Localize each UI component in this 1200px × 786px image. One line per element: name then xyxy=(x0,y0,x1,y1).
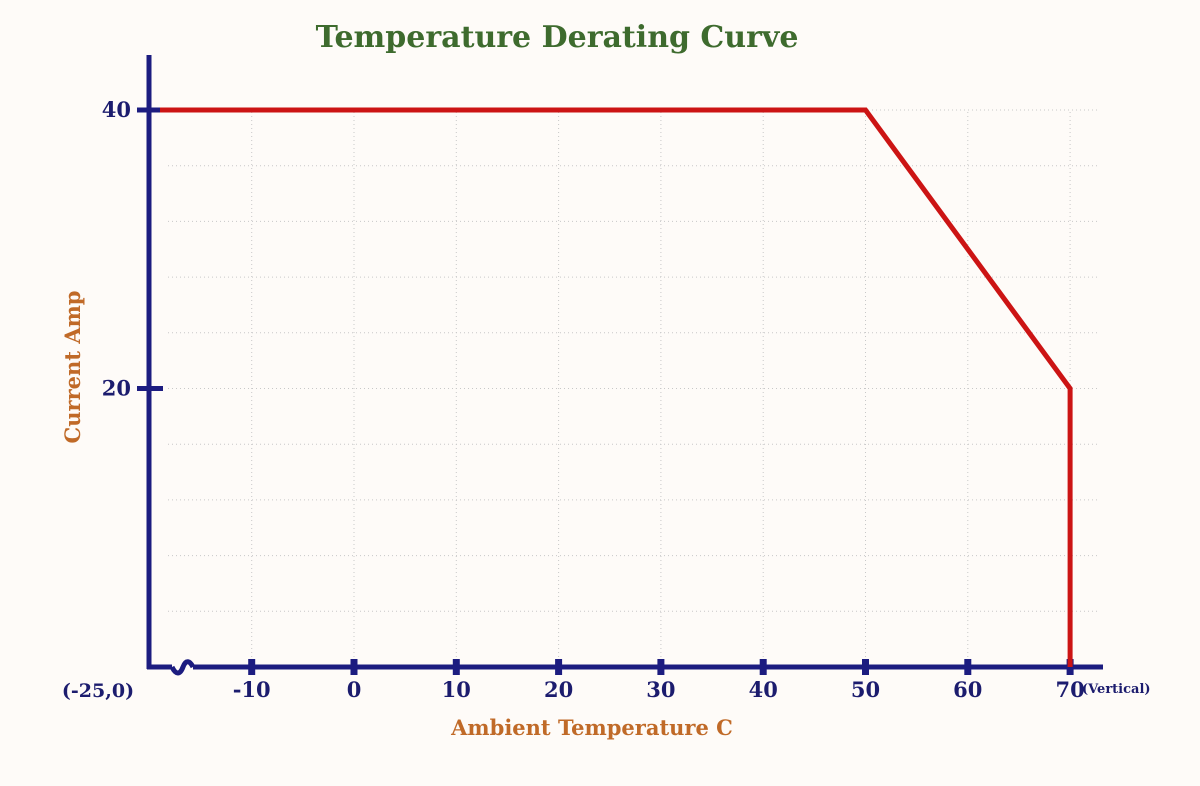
x-tick-label: 20 xyxy=(544,677,573,702)
grid xyxy=(168,109,1100,663)
x-tick-label: -10 xyxy=(233,677,271,702)
y-tick-label: 20 xyxy=(102,376,131,401)
x-tick-labels: -10 0 10 20 30 40 50 60 70 xyxy=(233,677,1085,702)
x-tick-label: 70 xyxy=(1055,677,1084,702)
y-tick-label: 40 xyxy=(102,97,131,122)
x-axis-break xyxy=(169,659,196,676)
x-tick-label: 60 xyxy=(953,677,982,702)
origin-label: (-25,0) xyxy=(62,680,134,702)
y-axis-label: Current Amp xyxy=(60,291,85,444)
chart-title: Temperature Derating Curve xyxy=(316,20,799,55)
x-tick-marks xyxy=(248,659,1074,675)
y-tick-marks xyxy=(137,107,163,391)
x-tick-label: 0 xyxy=(347,677,362,702)
x-tick-label: 40 xyxy=(749,677,778,702)
x-tick-label: 10 xyxy=(442,677,471,702)
x-tick-label: 30 xyxy=(646,677,675,702)
x-tick-label: 50 xyxy=(851,677,880,702)
derating-series-line xyxy=(160,107,1073,667)
x-axis-label: Ambient Temperature C xyxy=(450,715,733,740)
x-axis-suffix-label: (Vertical) xyxy=(1082,682,1151,697)
